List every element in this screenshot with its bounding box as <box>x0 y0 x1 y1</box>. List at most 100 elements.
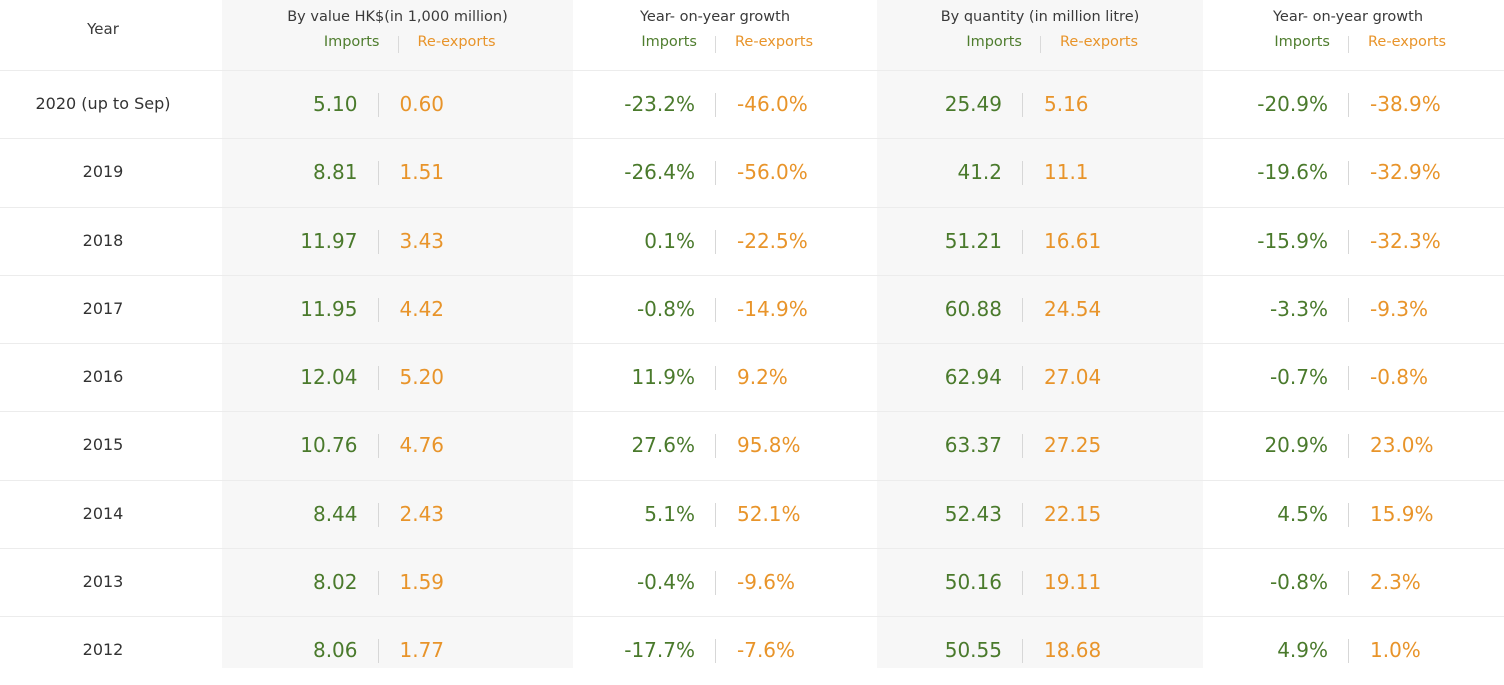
header-group-quantity: By quantity (in million litre) Imports R… <box>877 0 1203 70</box>
imports-value: 27.6% <box>631 433 695 457</box>
cell-divider <box>715 298 716 322</box>
value-cell-pair: 12.04 5.20 <box>222 344 533 412</box>
subheader-divider <box>397 36 399 53</box>
value-cell-pair: 41.2 11.1 <box>877 139 1167 207</box>
cell-divider <box>1022 298 1023 322</box>
imports-value: 50.55 <box>944 638 1002 662</box>
cell-divider <box>1348 366 1349 390</box>
value-cell-pair: -17.7% -7.6% <box>573 617 857 685</box>
value-cell-pair: 50.16 19.11 <box>877 549 1167 617</box>
imports-value: 5.10 <box>312 92 358 116</box>
imports-value: 52.43 <box>944 502 1002 526</box>
cell-divider <box>377 434 379 458</box>
value-cell-pair: 51.21 16.61 <box>877 208 1167 276</box>
imports-value: 25.49 <box>944 92 1002 116</box>
table-header: Year By value HK$(in 1,000 million) Impo… <box>0 0 1504 70</box>
value-cell-pair: 4.9% 1.0% <box>1203 617 1493 685</box>
reexports-value: -32.9% <box>1370 160 1441 184</box>
cell-divider <box>377 93 379 117</box>
value-cell-pair: -19.6% -32.9% <box>1203 139 1493 207</box>
subheader-reexports: Re-exports <box>1060 34 1139 50</box>
year-cell: 2016 <box>82 367 124 386</box>
reexports-value: -38.9% <box>1370 92 1441 116</box>
imports-value: -0.8% <box>636 297 695 321</box>
value-cell-pair: 11.97 3.43 <box>222 208 533 276</box>
reexports-value: 1.59 <box>399 570 445 594</box>
reexports-value: 5.20 <box>399 365 445 389</box>
table-row: 2012 8.06 1.77 -17.7% -7.6% 50.55 18.68 4.9% 1.0… <box>0 616 1504 685</box>
imports-value: -0.7% <box>1269 365 1328 389</box>
subheader-reexports: Re-exports <box>417 34 496 50</box>
cell-divider <box>1348 639 1349 663</box>
imports-value: 60.88 <box>944 297 1002 321</box>
imports-value: 10.76 <box>300 433 358 457</box>
imports-value: 4.5% <box>1277 502 1328 526</box>
reexports-value: 2.43 <box>399 502 445 526</box>
value-cell-pair: -15.9% -32.3% <box>1203 208 1493 276</box>
table-row: 2017 11.95 4.42 -0.8% -14.9% 60.88 24.54 -3.3% -… <box>0 275 1504 344</box>
cell-divider <box>377 503 379 527</box>
imports-value: 63.37 <box>944 433 1002 457</box>
cell-divider <box>715 230 716 254</box>
value-cell-pair: 8.44 2.43 <box>222 481 533 549</box>
header-group-value-growth: Year- on-year growth Imports Re-exports <box>573 0 857 70</box>
value-cell-pair: 4.5% 15.9% <box>1203 481 1493 549</box>
reexports-value: -22.5% <box>737 229 808 253</box>
value-cell-pair: 20.9% 23.0% <box>1203 412 1493 480</box>
reexports-value: 52.1% <box>737 502 801 526</box>
cell-divider <box>715 161 716 185</box>
subheader-imports: Imports <box>1274 34 1330 50</box>
cell-divider <box>1022 571 1023 595</box>
column-band-quantity <box>877 0 1203 668</box>
trade-table: Year By value HK$(in 1,000 million) Impo… <box>0 0 1504 668</box>
column-band-value <box>222 0 573 668</box>
value-cell-pair: 0.1% -22.5% <box>573 208 857 276</box>
reexports-value: 2.3% <box>1370 570 1421 594</box>
reexports-value: 1.51 <box>399 160 445 184</box>
value-cell-pair: 11.9% 9.2% <box>573 344 857 412</box>
table-row: 2013 8.02 1.59 -0.4% -9.6% 50.16 19.11 -0.8% 2.3… <box>0 548 1504 617</box>
cell-divider <box>715 639 716 663</box>
value-cell-pair: 11.95 4.42 <box>222 276 533 344</box>
value-cell-pair: 52.43 22.15 <box>877 481 1167 549</box>
value-cell-pair: -0.8% 2.3% <box>1203 549 1493 617</box>
reexports-value: -7.6% <box>737 638 796 662</box>
table-row: 2015 10.76 4.76 27.6% 95.8% 63.37 27.25 20.9% 23… <box>0 411 1504 480</box>
reexports-value: 22.15 <box>1044 502 1102 526</box>
cell-divider <box>715 93 716 117</box>
reexports-value: 27.25 <box>1044 433 1102 457</box>
reexports-value: 1.0% <box>1370 638 1421 662</box>
value-cell-pair: 63.37 27.25 <box>877 412 1167 480</box>
imports-value: 4.9% <box>1277 638 1328 662</box>
cell-divider <box>1348 161 1349 185</box>
value-cell-pair: 50.55 18.68 <box>877 617 1167 685</box>
imports-value: -17.7% <box>624 638 695 662</box>
year-cell: 2019 <box>82 162 124 181</box>
imports-value: -0.8% <box>1269 570 1328 594</box>
value-cell-pair: 10.76 4.76 <box>222 412 533 480</box>
value-cell-pair: 8.81 1.51 <box>222 139 533 207</box>
group-title: By value HK$(in 1,000 million) <box>287 9 508 25</box>
subheader-imports: Imports <box>323 34 380 50</box>
value-cell-pair: 8.02 1.59 <box>222 549 533 617</box>
cell-divider <box>1022 93 1023 117</box>
imports-value: 41.2 <box>957 160 1002 184</box>
cell-divider <box>1348 230 1349 254</box>
imports-value: 8.02 <box>312 570 358 594</box>
subheader-divider <box>1348 36 1349 53</box>
imports-value: 11.97 <box>300 229 358 253</box>
cell-divider <box>377 366 379 390</box>
reexports-value: 4.42 <box>399 297 445 321</box>
reexports-value: -46.0% <box>737 92 808 116</box>
value-cell-pair: 8.06 1.77 <box>222 617 533 685</box>
table-row: 2020 (up to Sep) 5.10 0.60 -23.2% -46.0% 25.4… <box>0 70 1504 139</box>
cell-divider <box>1348 298 1349 322</box>
imports-value: 8.81 <box>312 160 358 184</box>
imports-value: 51.21 <box>944 229 1002 253</box>
cell-divider <box>377 298 379 322</box>
value-cell-pair: -0.8% -14.9% <box>573 276 857 344</box>
subheader-divider <box>715 36 716 53</box>
cell-divider <box>377 230 379 254</box>
value-cell-pair: 25.49 5.16 <box>877 71 1167 139</box>
imports-value: 11.95 <box>300 297 358 321</box>
